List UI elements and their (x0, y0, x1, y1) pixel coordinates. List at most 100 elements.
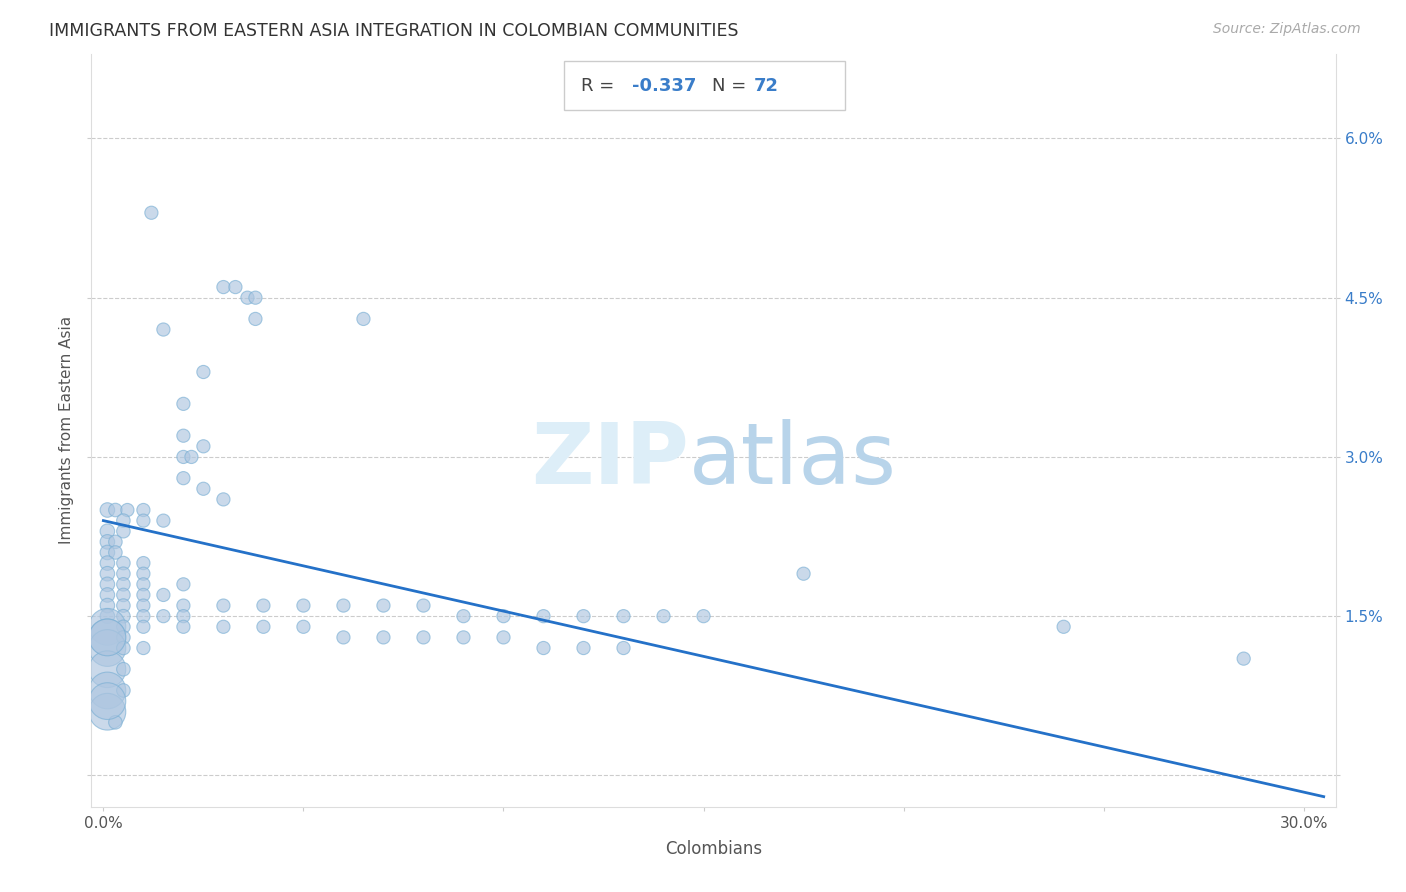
Point (96, 503, 118, 517)
Point (152, 609, 174, 624)
Point (132, 566, 155, 581)
Point (692, 609, 714, 624)
Point (112, 588, 135, 602)
Point (112, 631, 135, 645)
Point (152, 514, 174, 528)
Point (141, 206, 163, 220)
Text: 72: 72 (754, 77, 779, 95)
Point (373, 631, 395, 645)
Point (252, 620, 274, 634)
Text: ZIP: ZIP (531, 419, 689, 502)
Point (132, 588, 155, 602)
Point (453, 631, 475, 645)
Point (252, 599, 274, 613)
Point (96, 620, 118, 634)
Point (96, 640, 118, 655)
Point (112, 577, 135, 591)
Point (132, 556, 155, 570)
Point (292, 599, 315, 613)
Point (1052, 620, 1074, 634)
Point (112, 599, 135, 613)
Point (112, 662, 135, 676)
Point (412, 599, 434, 613)
Point (96, 705, 118, 719)
Point (172, 471, 194, 485)
Point (96, 577, 118, 591)
Point (96, 683, 118, 698)
Y-axis label: Immigrants from Eastern Asia: Immigrants from Eastern Asia (59, 317, 75, 544)
Point (132, 599, 155, 613)
Point (245, 312, 267, 326)
Point (412, 631, 434, 645)
Point (172, 620, 194, 634)
Point (172, 609, 194, 624)
Point (96, 631, 118, 645)
Point (152, 588, 174, 602)
Point (112, 620, 135, 634)
Point (172, 450, 194, 464)
Point (112, 566, 135, 581)
Point (572, 609, 595, 624)
Point (104, 534, 127, 549)
Point (193, 482, 215, 496)
Point (112, 514, 135, 528)
Point (96, 556, 118, 570)
Point (1233, 651, 1256, 665)
Point (180, 450, 202, 464)
Point (96, 588, 118, 602)
Point (453, 609, 475, 624)
Point (212, 280, 235, 294)
Point (172, 428, 194, 442)
Point (96, 545, 118, 559)
Point (172, 599, 194, 613)
Point (353, 312, 375, 326)
Point (172, 397, 194, 411)
Point (112, 556, 135, 570)
Point (132, 503, 155, 517)
Point (104, 715, 127, 730)
Point (793, 566, 815, 581)
Point (612, 640, 634, 655)
Point (332, 599, 354, 613)
Text: -0.337: -0.337 (631, 77, 696, 95)
Point (152, 322, 174, 336)
Point (245, 291, 267, 305)
X-axis label: Colombians: Colombians (665, 839, 762, 857)
Text: N =: N = (711, 77, 752, 95)
Point (96, 599, 118, 613)
Point (96, 609, 118, 624)
Text: R =: R = (581, 77, 620, 95)
Point (96, 631, 118, 645)
Point (572, 640, 595, 655)
Point (193, 365, 215, 379)
Text: IMMIGRANTS FROM EASTERN ASIA INTEGRATION IN COLOMBIAN COMMUNITIES: IMMIGRANTS FROM EASTERN ASIA INTEGRATION… (49, 22, 738, 40)
Point (112, 524, 135, 539)
Text: Source: ZipAtlas.com: Source: ZipAtlas.com (1213, 22, 1361, 37)
Point (132, 640, 155, 655)
Point (117, 503, 139, 517)
Point (132, 514, 155, 528)
Point (236, 291, 259, 305)
Point (104, 503, 127, 517)
Point (492, 631, 515, 645)
Point (533, 640, 555, 655)
Point (492, 609, 515, 624)
Point (212, 620, 235, 634)
Point (104, 545, 127, 559)
Point (132, 620, 155, 634)
Point (652, 609, 675, 624)
Point (112, 683, 135, 698)
Point (96, 534, 118, 549)
Point (172, 577, 194, 591)
Point (212, 492, 235, 507)
Point (96, 566, 118, 581)
Text: atlas: atlas (689, 419, 897, 502)
Point (292, 620, 315, 634)
Point (193, 439, 215, 453)
Point (373, 599, 395, 613)
Point (533, 609, 555, 624)
Point (132, 577, 155, 591)
Point (96, 662, 118, 676)
Point (332, 631, 354, 645)
Point (96, 524, 118, 539)
